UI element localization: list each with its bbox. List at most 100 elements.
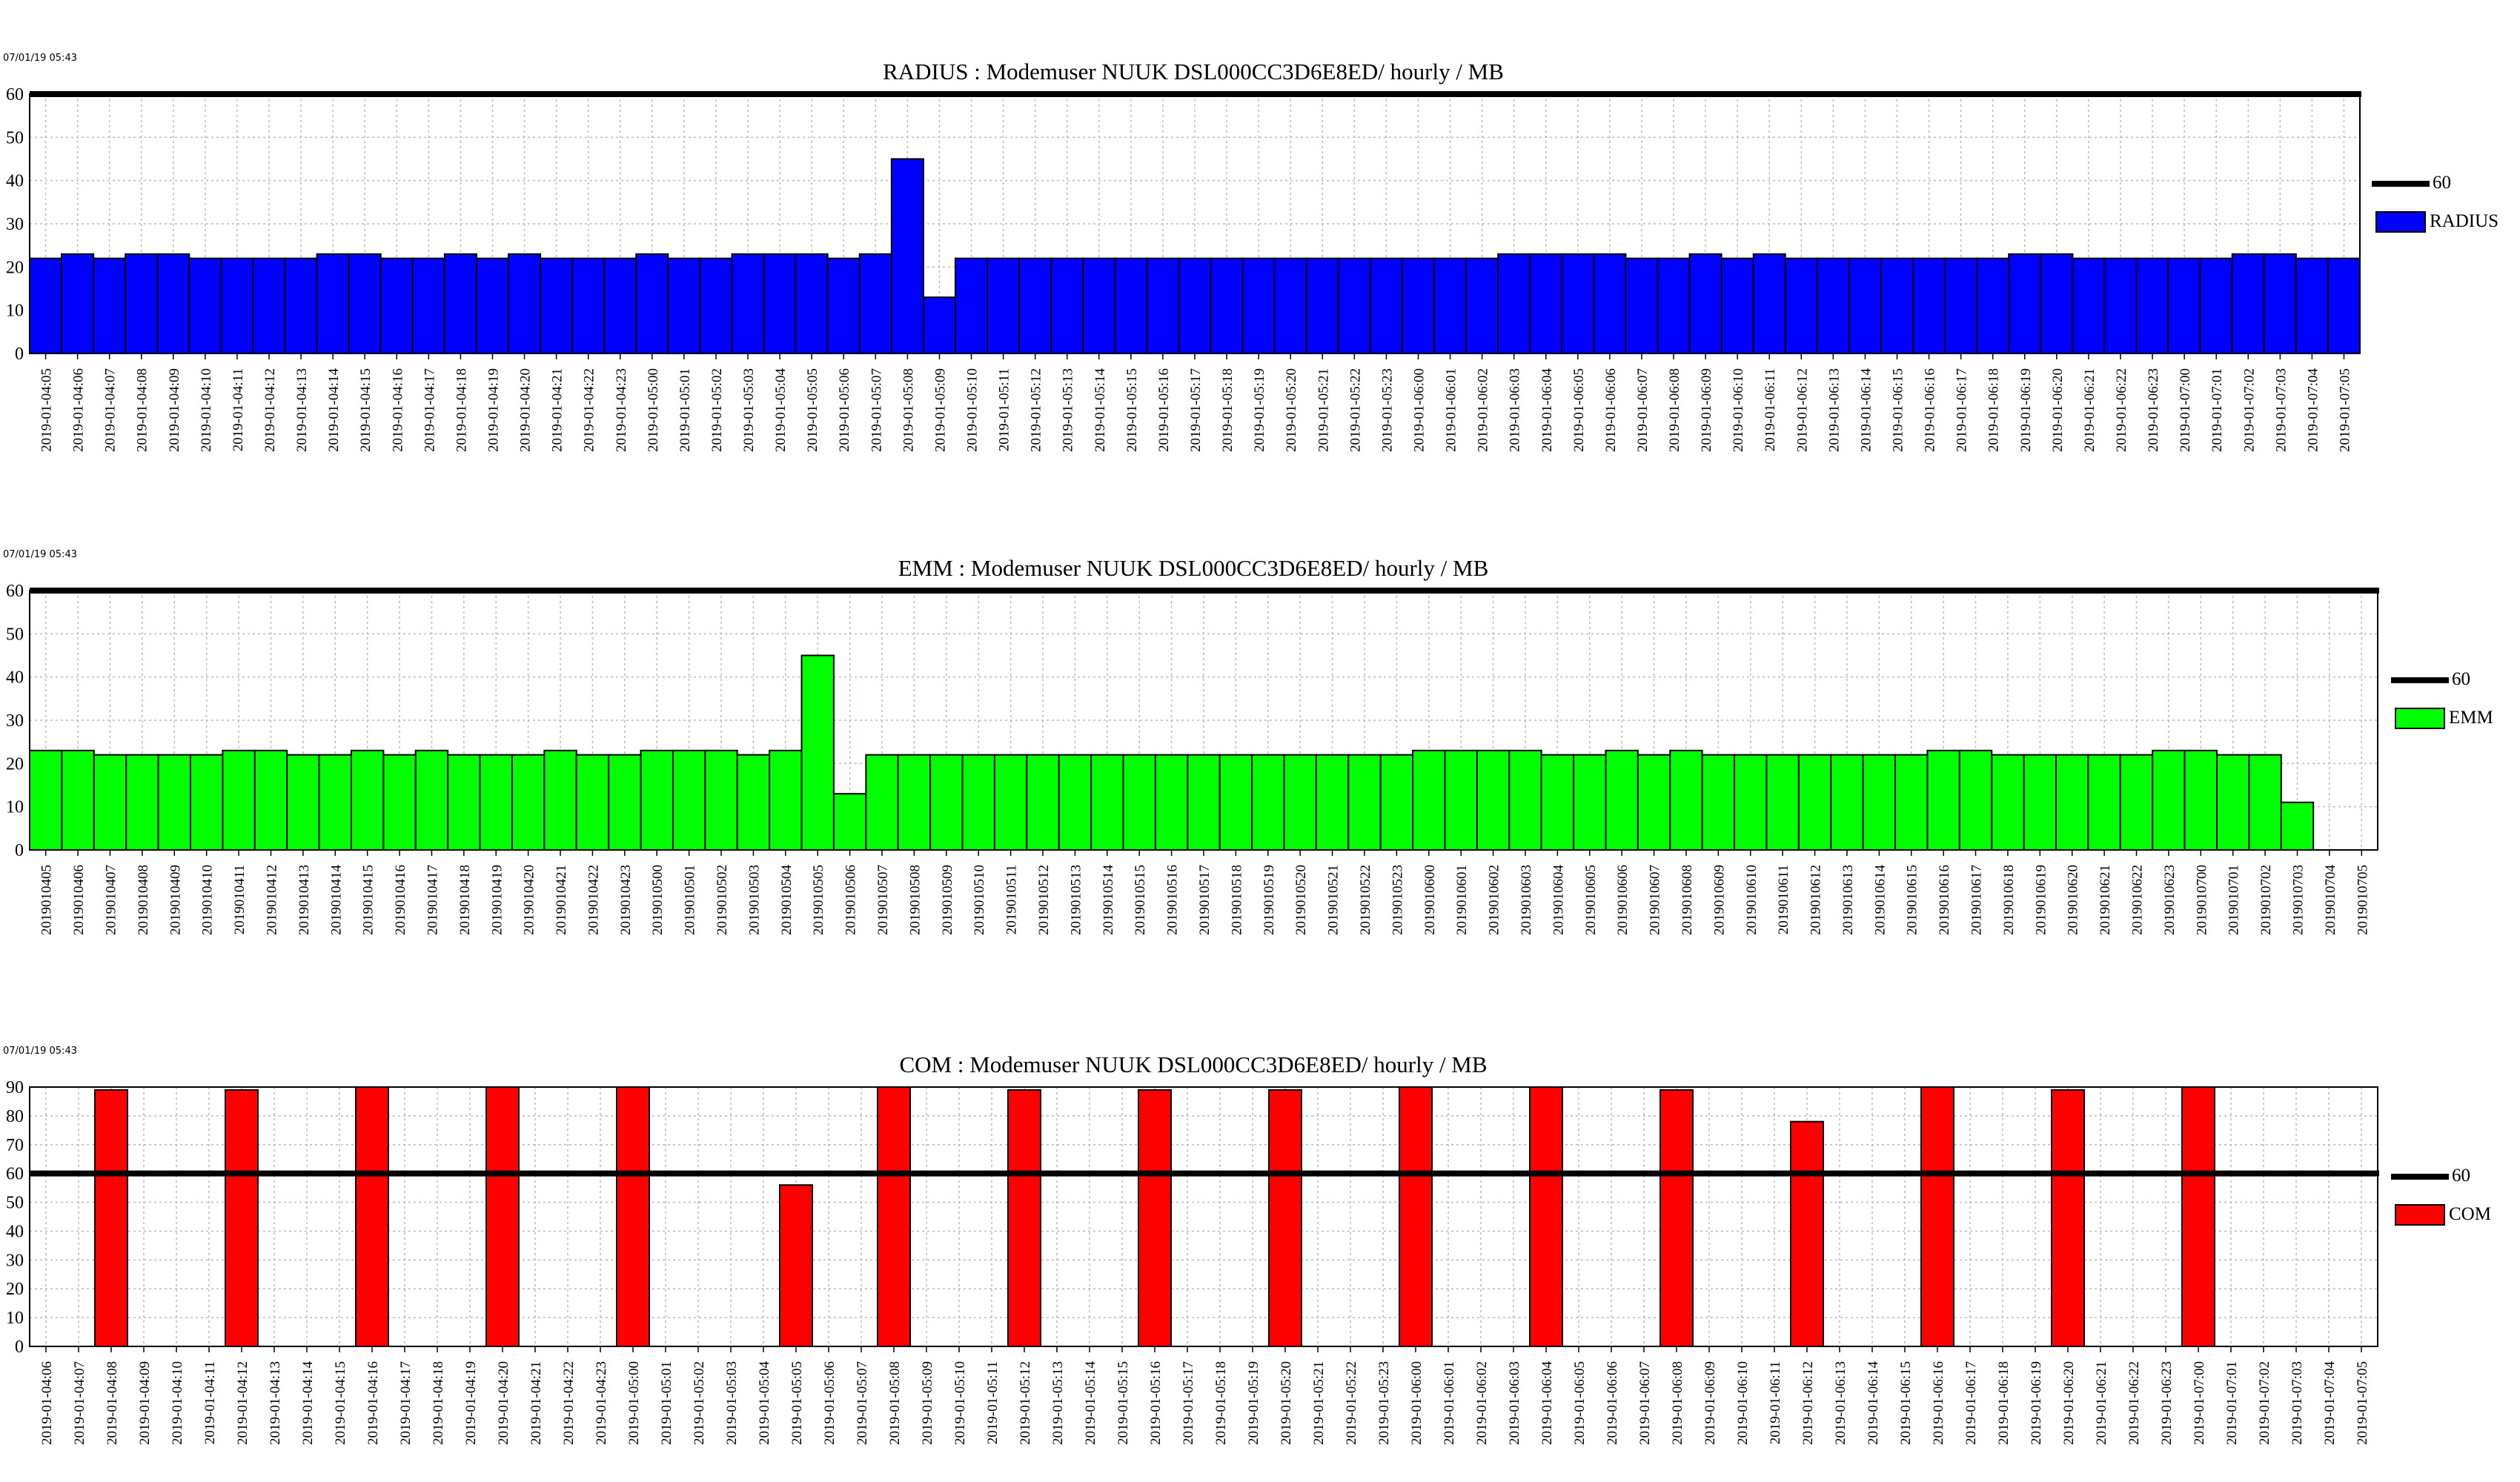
x-tick-label: 2019-01-05:00 (626, 1361, 642, 1445)
x-tick-label: 2019-01-06:22 (2126, 1361, 2142, 1445)
x-tick-label: 2019-01-04:10 (170, 1361, 185, 1445)
x-tick-label: 2019010406 (71, 865, 87, 935)
x-tick-label: 2019-01-04:20 (496, 1361, 511, 1445)
x-tick-label: 2019-01-04:09 (137, 1361, 153, 1445)
x-tick-label: 2019-01-07:01 (2224, 1361, 2240, 1445)
x-tick-label: 2019-01-06:18 (1986, 368, 2002, 452)
bar (1637, 754, 1671, 851)
x-tick-label: 2019-01-05:17 (1181, 1361, 1196, 1445)
x-tick-label: 2019-01-05:09 (920, 1361, 935, 1445)
x-tick-label: 2019-01-04:09 (167, 368, 182, 452)
x-tick-label: 2019-01-06:09 (1699, 368, 1714, 452)
bar (736, 754, 771, 851)
bar (318, 754, 352, 851)
x-tick-label: 2019010507 (875, 865, 891, 935)
x-tick-label: 2019-01-05:22 (1347, 368, 1363, 452)
bar (348, 253, 382, 355)
x-tick-label: 2019-01-06:04 (1539, 368, 1555, 452)
x-tick-label: 2019-01-05:15 (1115, 1361, 1131, 1445)
bar (1305, 257, 1339, 354)
bar (1529, 253, 1563, 355)
x-tick-label: 2019010617 (1969, 865, 1985, 935)
bar (2055, 754, 2089, 851)
x-tick-label: 2019-01-04:19 (485, 368, 501, 452)
x-tick-label: 2019-01-05:02 (709, 368, 725, 452)
bar (29, 749, 63, 851)
x-tick-label: 2019010700 (2194, 865, 2209, 935)
x-tick-label: 2019-01-05:06 (837, 368, 852, 452)
x-tick-label: 2019010410 (200, 865, 216, 935)
x-tick-label: 2019-01-04:15 (358, 368, 374, 452)
legend-series-swatch (2375, 211, 2426, 233)
x-tick-label: 2019010408 (136, 865, 151, 935)
emm-chart-panel: 07/01/19 05:43 EMM : Modemuser NUUK DSL0… (0, 496, 2520, 986)
bar (769, 749, 803, 851)
x-tick-label: 2019-01-06:11 (1763, 368, 1778, 451)
x-tick-label: 2019010518 (1229, 865, 1244, 935)
bar (2040, 253, 2074, 355)
x-tick-label: 2019-01-06:18 (1996, 1361, 2012, 1445)
radius-chart-panel: 07/01/19 05:43 RADIUS : Modemuser NUUK D… (0, 0, 2520, 489)
x-tick-label: 2019-01-04:21 (528, 1361, 544, 1445)
bar (2167, 257, 2201, 354)
x-tick-label: 2019-01-05:14 (1092, 368, 1108, 452)
bar (1765, 754, 1800, 851)
bar (1369, 257, 1403, 354)
x-tick-label: 2019010419 (489, 865, 505, 935)
x-tick-label: 2019010405 (39, 865, 55, 935)
bar (961, 754, 995, 851)
x-tick-label: 2019-01-06:17 (1954, 368, 1970, 452)
y-tick-label: 20 (6, 258, 24, 277)
bar (699, 257, 733, 354)
bar (1050, 257, 1084, 354)
bar (954, 257, 989, 354)
x-tick-label: 2019-01-06:10 (1731, 368, 1746, 452)
radius-chart: 07/01/19 05:43 RADIUS : Modemuser NUUK D… (3, 53, 2499, 452)
x-tick-label: 2019-01-06:06 (1605, 1361, 1620, 1445)
bar (2051, 1089, 2085, 1347)
x-tick-label: 2019010413 (296, 865, 312, 935)
x-tick-label: 2019-01-05:16 (1148, 1361, 1164, 1445)
bar (1315, 754, 1350, 851)
x-tick-label: 2019-01-04:15 (333, 1361, 348, 1445)
x-tick-label: 2019-01-06:16 (1923, 368, 1938, 452)
x-tick-label: 2019-01-07:00 (2178, 368, 2193, 452)
bar (1862, 754, 1897, 851)
x-tick-label: 2019010505 (811, 865, 826, 935)
x-tick-label: 2019-01-05:01 (677, 368, 693, 452)
bar (1752, 253, 1786, 355)
bar (1991, 754, 2025, 851)
x-tick-label: 2019-01-06:05 (1572, 1361, 1588, 1445)
y-tick-label: 50 (6, 1194, 24, 1213)
timestamp: 07/01/19 05:43 (3, 53, 77, 64)
x-tick-label: 2019-01-05:10 (965, 368, 981, 452)
y-tick-label: 20 (6, 754, 24, 774)
bar (672, 749, 706, 851)
x-tick-label: 2019-01-05:07 (855, 1361, 870, 1445)
x-tick-label: 2019-01-05:22 (1344, 1361, 1359, 1445)
x-tick-label: 2019-01-06:12 (1800, 1361, 1816, 1445)
x-tick-label: 2019010411 (232, 865, 248, 934)
x-tick-label: 2019010409 (168, 865, 183, 935)
y-tick-label: 10 (6, 798, 24, 817)
x-tick-label: 2019010521 (1326, 865, 1342, 935)
x-tick-label: 2019-01-05:21 (1311, 1361, 1327, 1445)
bar (1082, 257, 1116, 354)
bar (355, 1086, 389, 1347)
x-tick-label: 2019-01-06:20 (2050, 368, 2066, 452)
x-tick-label: 2019010701 (2226, 865, 2242, 935)
x-tick-label: 2019010512 (1036, 865, 1052, 935)
bar (1412, 749, 1446, 851)
y-tick-label: 50 (6, 128, 24, 147)
x-tick-label: 2019-01-06:03 (1507, 1361, 1522, 1445)
plot-frame (29, 1086, 2378, 1347)
bar (832, 793, 867, 851)
x-tick-label: 2019-01-04:06 (71, 368, 87, 452)
bar (575, 754, 610, 851)
x-tick-label: 2019-01-07:05 (2355, 1361, 2370, 1445)
x-tick-label: 2019-01-06:10 (1735, 1361, 1751, 1445)
bar (189, 754, 224, 851)
x-tick-label: 2019-01-07:02 (2257, 1361, 2272, 1445)
x-tick-label: 2019-01-06:19 (2029, 1361, 2044, 1445)
x-tick-label: 2019-01-06:14 (1866, 1361, 1881, 1445)
